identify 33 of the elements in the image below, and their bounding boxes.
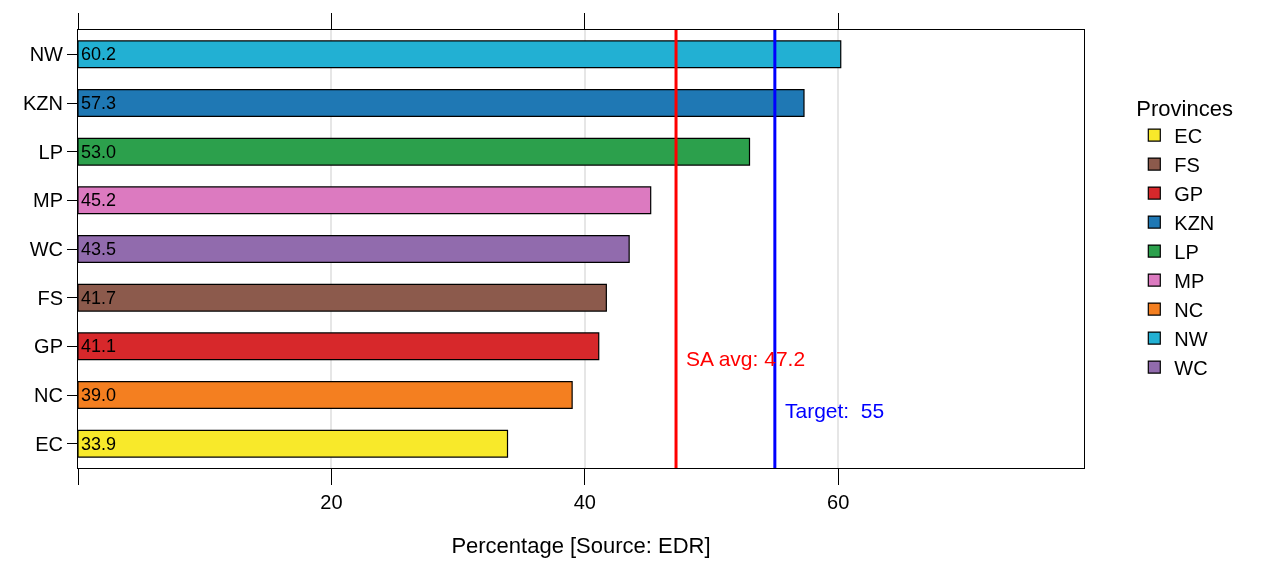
legend-label: EC [1174, 124, 1203, 147]
data-label: 33.9 [81, 433, 117, 454]
y-tick-label: EC [35, 432, 63, 455]
data-label: 45.2 [81, 190, 117, 211]
data-label: 43.5 [81, 239, 117, 259]
legend-label: NC [1174, 298, 1204, 321]
legend-label: WC [1174, 356, 1208, 379]
legend-label: GP [1174, 182, 1204, 205]
y-tick-label: MP [33, 189, 63, 212]
legend-label: MP [1174, 269, 1205, 292]
legend-label: NW [1174, 327, 1208, 350]
y-tick-label: NC [34, 384, 63, 406]
data-label: 41.1 [81, 336, 117, 357]
y-tick-label: GP [34, 335, 63, 358]
legend-title: Provinces [1136, 95, 1233, 121]
data-label: 53.0 [81, 141, 117, 162]
y-tick-label: WC [29, 238, 63, 260]
data-label: 41.7 [81, 287, 117, 308]
data-label: 57.3 [81, 93, 117, 113]
x-tick-label: 60 [827, 491, 850, 513]
x-tick-label: 40 [573, 491, 596, 513]
x-axis-title: Percentage [Source: EDR] [451, 532, 711, 558]
data-label: 39.0 [81, 385, 117, 405]
y-tick-label: KZN [23, 92, 63, 114]
legend-label: KZN [1174, 211, 1215, 234]
legend-label: FS [1174, 153, 1200, 176]
data-label: 60.2 [81, 44, 117, 65]
legend-label: LP [1174, 240, 1199, 263]
y-tick-label: NW [29, 43, 64, 66]
y-tick-label: LP [38, 140, 63, 163]
ref-line-label: Target: 55 [785, 399, 885, 422]
y-tick-label: FS [37, 286, 63, 309]
x-tick-label: 20 [320, 491, 343, 513]
